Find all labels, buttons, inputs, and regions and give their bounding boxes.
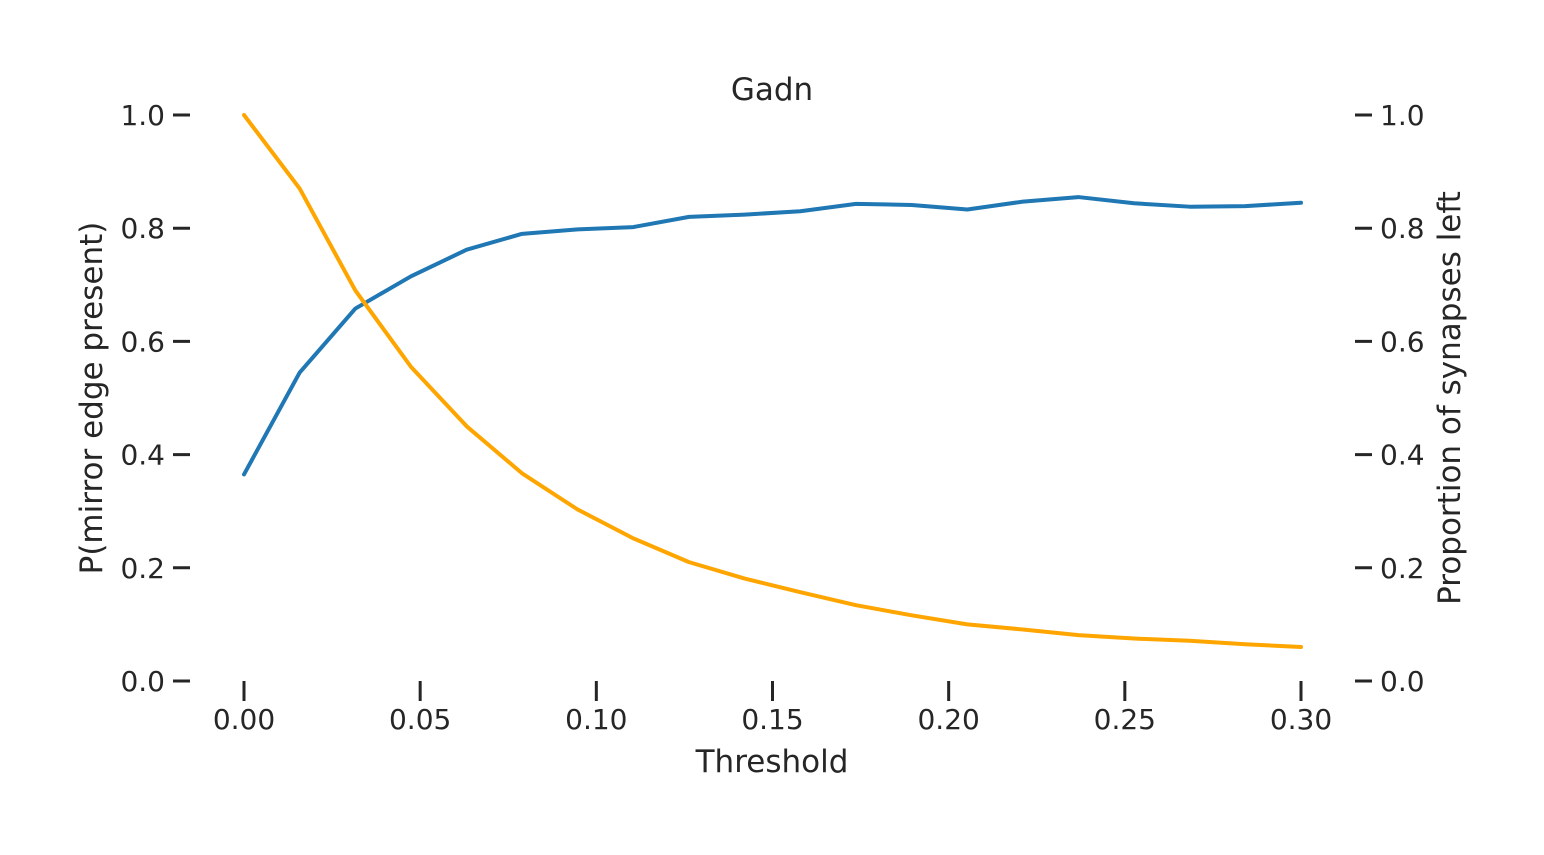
right-y-tick-label: 0.0 [1380, 665, 1425, 698]
left-y-tick-label: 0.0 [120, 665, 165, 698]
synapses-left-line [242, 113, 1303, 650]
x-tick-label: 0.00 [213, 703, 275, 736]
x-tick-label: 0.10 [565, 703, 627, 736]
left-y-tick-label: 1.0 [120, 99, 165, 132]
x-tick-label: 0.05 [389, 703, 451, 736]
right-y-tick-label: 0.4 [1380, 439, 1425, 472]
x-tick-label: 0.25 [1094, 703, 1156, 736]
series-layer [242, 113, 1303, 650]
left-y-axis: 0.0 0.2 0.4 0.6 0.8 1.0 [120, 99, 190, 698]
x-tick-label: 0.15 [741, 703, 803, 736]
right-y-tick-label: 1.0 [1380, 99, 1425, 132]
right-y-axis: 0.0 0.2 0.4 0.6 0.8 1.0 [1355, 99, 1425, 698]
x-tick-label: 0.20 [917, 703, 979, 736]
right-y-axis-label: Proportion of synapses left [1432, 191, 1468, 605]
left-y-tick-label: 0.8 [120, 212, 165, 245]
left-y-tick-label: 0.6 [120, 325, 165, 358]
right-y-tick-label: 0.6 [1380, 325, 1425, 358]
right-y-tick-label: 0.8 [1380, 212, 1425, 245]
right-y-tick-label: 0.2 [1380, 552, 1425, 585]
left-y-axis-label: P(mirror edge present) [74, 222, 110, 575]
left-y-tick-label: 0.2 [120, 552, 165, 585]
x-axis: 0.00 0.05 0.10 0.15 0.20 0.25 0.30 [213, 681, 1332, 736]
left-y-tick-label: 0.4 [120, 439, 165, 472]
x-tick-label: 0.30 [1270, 703, 1332, 736]
mirror-edge-line [242, 195, 1303, 477]
chart-title: Gadn [731, 72, 813, 108]
x-axis-label: Threshold [695, 744, 849, 780]
